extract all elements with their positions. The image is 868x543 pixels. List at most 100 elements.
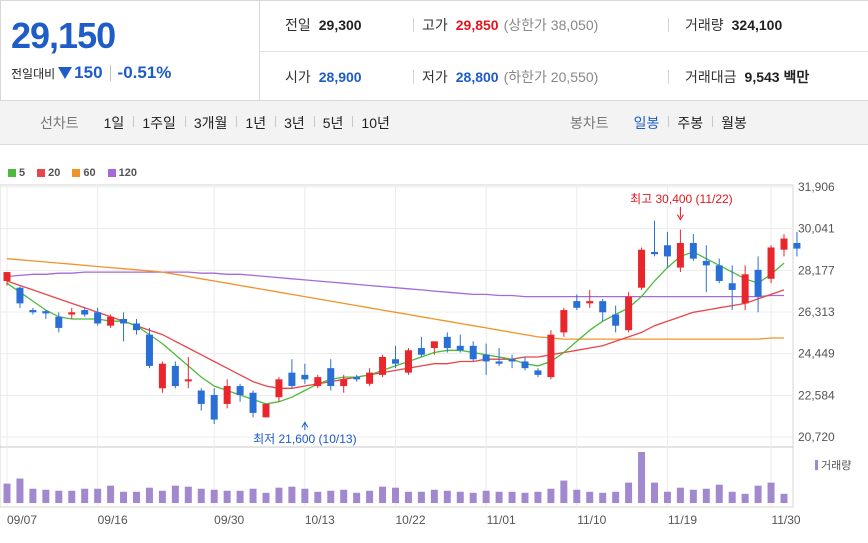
candle-body <box>340 379 348 387</box>
period-1d-button[interactable]: 1일 <box>103 115 125 131</box>
volume-bar <box>197 488 205 503</box>
x-tick-label: 09/30 <box>214 513 244 527</box>
quote-open-value: 28,900 <box>318 69 362 85</box>
candle-body <box>3 272 11 282</box>
volume-bar <box>469 492 477 503</box>
line-chart-periods: 선차트 1일 1주일 3개월 1년 3년 5년 10년 <box>40 101 399 145</box>
period-5y-button[interactable]: 5년 <box>313 113 353 133</box>
quote-low-label: 저가 <box>422 69 448 85</box>
volume-bar <box>288 486 296 503</box>
legend-swatch <box>8 169 16 177</box>
quote-lower-limit: (하한가 20,550) <box>503 69 599 85</box>
y-tick-label: 22,584 <box>798 388 835 402</box>
candle-body <box>715 265 723 282</box>
candle-body <box>534 370 542 375</box>
volume-bar <box>55 490 63 503</box>
y-tick-label: 28,177 <box>798 263 835 277</box>
x-tick-label: 11/19 <box>668 513 697 527</box>
volume-bar <box>586 491 594 503</box>
volume-bar <box>81 488 89 503</box>
candle-body <box>55 316 63 328</box>
volume-bar <box>107 485 115 503</box>
volume-bar <box>158 490 166 503</box>
volume-bar <box>16 478 24 503</box>
volume-bar <box>560 480 568 503</box>
quote-prev-value: 29,300 <box>318 17 362 33</box>
candle-daily-button[interactable]: 일봉 <box>633 115 660 131</box>
volume-bar <box>741 493 749 503</box>
volume-bar <box>3 483 11 503</box>
period-3y-button[interactable]: 3년 <box>275 113 314 133</box>
candle-body <box>702 260 710 266</box>
chart-frame <box>0 184 794 508</box>
volume-bar <box>534 491 542 503</box>
candle-body <box>599 301 607 313</box>
x-tick-label: 11/01 <box>487 513 516 527</box>
low-annotation: 최저 21,600 (10/13) <box>253 432 356 446</box>
quote-open: 시가 28,900 <box>285 67 362 87</box>
change-divider <box>109 65 111 81</box>
x-tick-label: 10/13 <box>305 513 335 527</box>
candle-body <box>29 310 37 313</box>
quote-high-label: 고가 <box>422 17 448 33</box>
candle-body <box>133 323 140 331</box>
volume-bar <box>327 490 335 503</box>
volume-bar <box>689 489 697 503</box>
volume-bar <box>663 491 671 503</box>
candle-body <box>379 356 387 375</box>
candle-body <box>638 249 646 288</box>
period-1y-button[interactable]: 1년 <box>236 113 275 133</box>
quote-high-value: 29,850 <box>455 17 499 33</box>
volume-bar <box>29 488 37 503</box>
candle-body <box>676 243 684 268</box>
volume-bar <box>651 482 658 503</box>
candle-body <box>120 318 128 324</box>
volume-bar <box>366 490 374 503</box>
quote-volume-value: 324,100 <box>731 17 783 33</box>
volume-bar <box>94 488 102 503</box>
change-value: 150 <box>74 63 103 82</box>
candle-body <box>94 312 102 324</box>
y-tick-label: 31,906 <box>798 180 835 194</box>
candle-body <box>236 386 244 395</box>
period-3m-button[interactable]: 3개월 <box>184 113 237 133</box>
candle-weekly-button[interactable]: 주봉 <box>668 113 712 133</box>
y-tick-label: 24,449 <box>798 347 835 361</box>
candle-body <box>392 359 399 364</box>
high-annotation: 최고 30,400 (11/22) <box>630 192 733 206</box>
candle-body <box>223 386 231 404</box>
volume-bar <box>249 488 257 503</box>
volume-bar <box>404 491 412 503</box>
period-1w-button[interactable]: 1주일 <box>133 113 185 133</box>
x-tick-label: 11/10 <box>577 513 606 527</box>
candle-body <box>42 311 50 314</box>
volume-bar <box>120 491 128 503</box>
change-row: 전일대비 150 -0.51% <box>11 63 171 83</box>
volume-bar <box>612 491 620 503</box>
period-10y-button[interactable]: 10년 <box>352 113 398 133</box>
quote-volume: 거래량 324,100 <box>685 15 782 35</box>
legend-label: 120 <box>118 167 137 179</box>
volume-bar <box>767 482 775 503</box>
legend-label: 5 <box>19 167 26 179</box>
candle-monthly-button[interactable]: 월봉 <box>712 113 756 133</box>
quote-upper-limit: (상한가 38,050) <box>503 17 599 33</box>
candle-body <box>689 243 697 259</box>
volume-bar <box>42 489 50 503</box>
legend-ma60: 60 <box>72 167 96 179</box>
candle-body <box>754 269 762 297</box>
volume-bar <box>353 492 361 503</box>
x-tick-label: 11/30 <box>771 513 800 527</box>
volume-bar <box>780 493 788 503</box>
candle-body <box>107 316 115 326</box>
candle-body <box>573 301 581 308</box>
quote-row-divider <box>260 51 868 52</box>
volume-bar <box>417 491 425 503</box>
candle-body <box>158 363 166 389</box>
candle-body <box>456 345 464 351</box>
ma60-line <box>6 258 784 340</box>
volume-bar <box>262 492 270 503</box>
high-arrowhead-icon <box>676 214 684 221</box>
candle-body <box>547 334 555 378</box>
candle-body <box>171 365 179 387</box>
